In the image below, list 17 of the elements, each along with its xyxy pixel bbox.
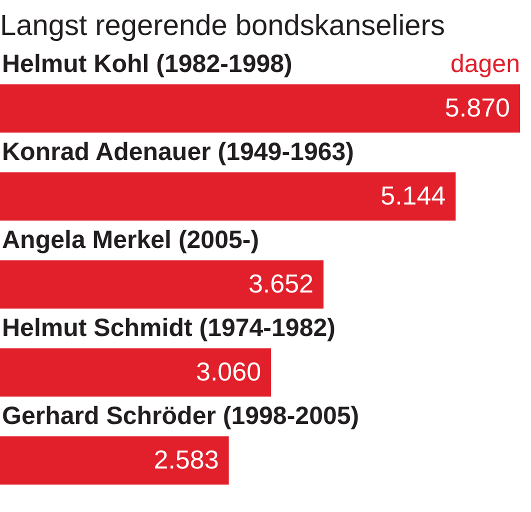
annotation: dagen: [450, 50, 520, 78]
y-tick-label: Konrad Adenauer (1949-1963): [2, 138, 354, 166]
data-label: 5.870: [444, 92, 510, 122]
data-label: 3.060: [196, 356, 262, 386]
bar: [0, 260, 324, 309]
y-tick-label: Angela Merkel (2005-): [2, 226, 260, 254]
bar: [0, 172, 456, 221]
data-label: 2.583: [154, 444, 219, 474]
data-label: 5.144: [380, 180, 446, 210]
y-tick-label: Gerhard Schröder (1998-2005): [2, 402, 360, 430]
data-label: 3.652: [248, 268, 314, 298]
y-tick-label: Helmut Kohl (1982-1998): [2, 50, 292, 78]
bar: [0, 84, 520, 133]
chart-title: Langst regerende bondskanseliers: [0, 10, 445, 42]
bar: [0, 348, 272, 397]
bar: [0, 436, 229, 485]
y-tick-label: Helmut Schmidt (1974-1982): [2, 314, 336, 342]
